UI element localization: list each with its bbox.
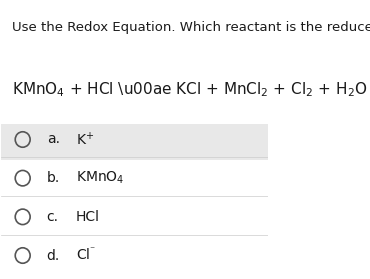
Text: HCl: HCl: [76, 210, 100, 224]
FancyBboxPatch shape: [1, 124, 268, 160]
Text: a.: a.: [47, 133, 60, 146]
Text: d.: d.: [47, 249, 60, 263]
Text: b.: b.: [47, 171, 60, 185]
Text: Use the Redox Equation. Which reactant is the reduced?: Use the Redox Equation. Which reactant i…: [12, 21, 370, 34]
Text: Cl$^{⁻}$: Cl$^{⁻}$: [76, 248, 96, 263]
Text: KMnO$_4$ + HCl \u00ae KCl + MnCl$_2$ + Cl$_2$ + H$_2$O: KMnO$_4$ + HCl \u00ae KCl + MnCl$_2$ + C…: [12, 80, 367, 99]
Text: c.: c.: [47, 210, 59, 224]
Text: K$^{+}$: K$^{+}$: [76, 131, 94, 148]
Text: KMnO$_{4}$: KMnO$_{4}$: [76, 170, 124, 186]
